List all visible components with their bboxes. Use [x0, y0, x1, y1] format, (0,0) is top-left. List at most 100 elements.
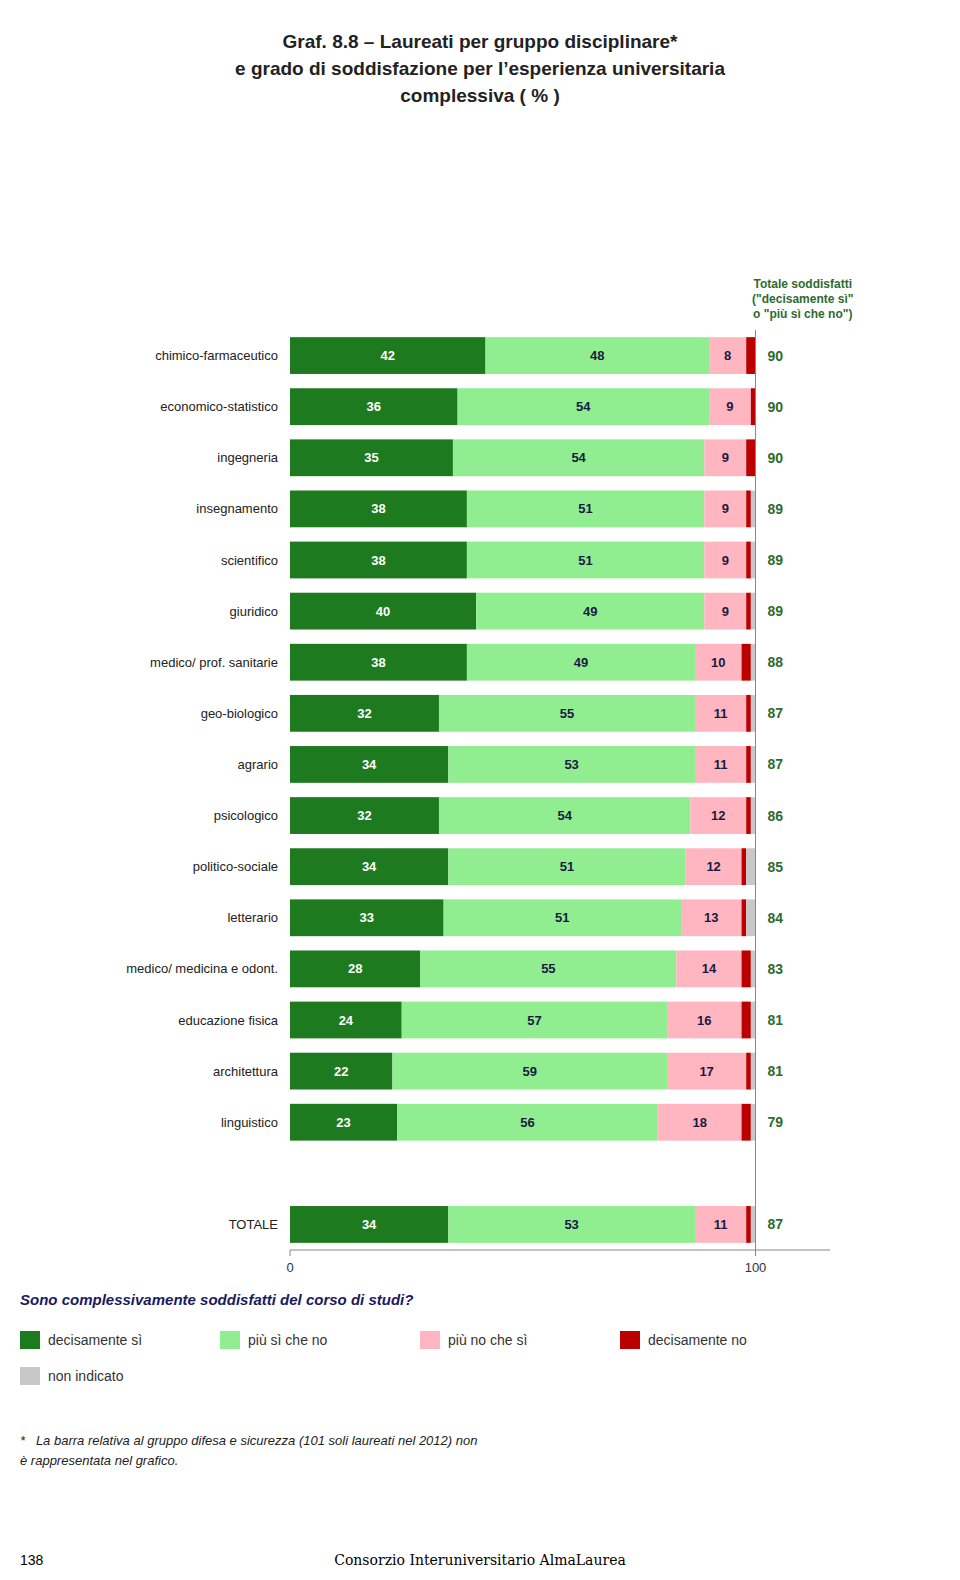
legend-label: decisamente no [648, 1332, 747, 1348]
bar-segment [751, 1002, 756, 1039]
category-label: politico-sociale [193, 859, 278, 874]
data-label: 53 [564, 1217, 578, 1232]
separator-line [755, 330, 756, 1250]
bar-segment [751, 950, 756, 987]
totals-value: 81 [768, 1012, 784, 1028]
totals-value: 81 [768, 1063, 784, 1079]
chart: Graf. 8.8 – Laureati per gruppo discipli… [0, 0, 960, 1580]
data-label: 59 [523, 1064, 537, 1079]
data-label: 32 [357, 706, 371, 721]
data-label: 11 [714, 706, 728, 721]
totals-value: 87 [768, 1216, 784, 1232]
data-label: 53 [564, 757, 578, 772]
data-label: 32 [357, 808, 371, 823]
bar-segment [290, 337, 486, 374]
totals-value: 90 [768, 348, 784, 364]
totals-value: 83 [768, 961, 784, 977]
bar-segment [439, 797, 690, 834]
bar-segment [751, 644, 756, 681]
bar-segment [751, 490, 756, 527]
data-label: 34 [362, 757, 377, 772]
bar-segment [695, 695, 746, 732]
bar-segment [751, 1104, 756, 1141]
footer-page: 138 [20, 1552, 44, 1568]
bar-segment [746, 337, 755, 374]
data-label: 51 [560, 859, 574, 874]
data-label: 9 [722, 553, 729, 568]
data-label: 54 [557, 808, 572, 823]
bar-segment [746, 797, 751, 834]
data-label: 54 [576, 399, 591, 414]
tick-label: 0 [286, 1260, 293, 1275]
data-label: 51 [555, 910, 569, 925]
legend-label: più sì che no [248, 1332, 328, 1348]
bar-segment [751, 542, 756, 579]
title-line: Graf. 8.8 – Laureati per gruppo discipli… [283, 31, 678, 52]
totals-value: 89 [768, 501, 784, 517]
totals-value: 89 [768, 603, 784, 619]
totals-value: 90 [768, 399, 784, 415]
bar-segment [402, 1002, 667, 1039]
category-label: letterario [227, 910, 278, 925]
bar-segment [695, 1206, 746, 1243]
title-line: e grado di soddisfazione per l’esperienz… [235, 58, 725, 79]
bar-segment [467, 644, 695, 681]
totals-value: 89 [768, 552, 784, 568]
category-label: geo-biologico [201, 706, 278, 721]
totals-value: 84 [768, 910, 784, 926]
bar-segment [448, 848, 685, 885]
data-label: 49 [583, 604, 597, 619]
totals-value: 87 [768, 756, 784, 772]
bar-segment [686, 848, 742, 885]
legend-swatch [20, 1367, 40, 1385]
bar-segment [704, 542, 746, 579]
data-label: 38 [371, 553, 385, 568]
bar-segment [290, 1206, 448, 1243]
bars [290, 337, 756, 1243]
data-label: 57 [527, 1013, 541, 1028]
bar-segment [290, 593, 476, 630]
bar-segment [486, 337, 709, 374]
tick-label: 100 [745, 1260, 767, 1275]
category-label: agrario [238, 757, 278, 772]
data-label: 34 [362, 859, 377, 874]
category-label: TOTALE [229, 1217, 279, 1232]
bar-segment [746, 593, 751, 630]
bar-segment [746, 695, 751, 732]
totals-value: 88 [768, 654, 784, 670]
bar-segment [746, 542, 751, 579]
totals-value: 85 [768, 859, 784, 875]
category-label: economico-statistico [160, 399, 278, 414]
x-axis: 0 100 [286, 1250, 830, 1275]
bar-segment [704, 593, 746, 630]
data-label: 55 [560, 706, 574, 721]
bar-segment [467, 542, 704, 579]
bar-segment [695, 644, 742, 681]
bar-segment [751, 1053, 756, 1090]
data-label: 24 [339, 1013, 354, 1028]
bar-segment [751, 746, 756, 783]
bar-segment [444, 899, 681, 936]
bar-segment [397, 1104, 658, 1141]
data-label: 38 [371, 655, 385, 670]
bar-segment [676, 950, 741, 987]
bar-segment [751, 593, 756, 630]
bar-segment [667, 1002, 741, 1039]
totals-value: 79 [768, 1114, 784, 1130]
footnote-line: * La barra relativa al gruppo difesa e s… [20, 1433, 477, 1448]
background [0, 0, 960, 1580]
data-label: 9 [722, 604, 729, 619]
bar-segment [742, 899, 747, 936]
totals-value: 87 [768, 705, 784, 721]
category-label: insegnamento [196, 501, 278, 516]
legend: decisamente sìpiù sì che nopiù no che sì… [20, 1331, 747, 1385]
title: Graf. 8.8 – Laureati per gruppo discipli… [235, 31, 725, 106]
bar-segment [420, 950, 676, 987]
bar-segment [746, 848, 755, 885]
bar-segment [742, 1104, 751, 1141]
legend-label: decisamente sì [48, 1332, 142, 1348]
bar-segment [709, 388, 751, 425]
question: Sono complessivamente soddisfatti del co… [20, 1291, 413, 1308]
tick-mark [290, 1250, 291, 1256]
category-label: scientifico [221, 553, 278, 568]
